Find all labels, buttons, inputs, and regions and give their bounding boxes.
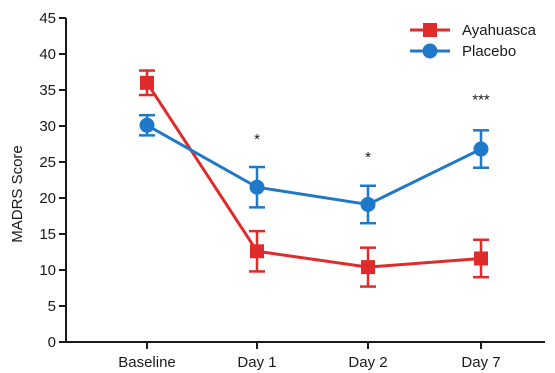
legend: Ayahuasca Placebo bbox=[410, 22, 537, 60]
series-ayahuasca bbox=[139, 69, 489, 288]
data-point bbox=[473, 141, 489, 157]
annotations: ***** bbox=[254, 91, 490, 166]
data-point bbox=[249, 179, 265, 195]
legend-marker bbox=[422, 43, 438, 59]
x-tick-label: Day 2 bbox=[348, 354, 387, 371]
y-tick-label: 45 bbox=[39, 10, 56, 27]
data-point bbox=[360, 196, 376, 212]
significance-label: * bbox=[254, 131, 260, 148]
data-point bbox=[140, 75, 154, 90]
y-tick-label: 0 bbox=[48, 334, 56, 351]
y-tick-label: 40 bbox=[39, 46, 56, 63]
significance-label: * bbox=[365, 149, 371, 166]
x-tick-label: Day 7 bbox=[461, 354, 500, 371]
y-tick-label: 15 bbox=[39, 226, 56, 243]
series-placebo bbox=[139, 113, 489, 225]
data-point bbox=[139, 117, 155, 133]
data-point bbox=[250, 244, 264, 259]
y-tick-label: 30 bbox=[39, 118, 56, 135]
y-axis-title: MADRS Score bbox=[9, 145, 26, 243]
y-tick-label: 20 bbox=[39, 190, 56, 207]
series-layer bbox=[139, 69, 489, 288]
x-tick-label: Day 1 bbox=[237, 354, 276, 371]
data-point bbox=[361, 260, 375, 275]
y-tick-label: 35 bbox=[39, 82, 56, 99]
series-line bbox=[145, 81, 482, 269]
y-tick-label: 5 bbox=[48, 298, 56, 315]
legend-label: Placebo bbox=[462, 43, 516, 60]
legend-item-ayahuasca: Ayahuasca bbox=[410, 22, 537, 39]
legend-marker bbox=[423, 23, 437, 37]
legend-label: Ayahuasca bbox=[462, 22, 537, 39]
y-tick-label: 10 bbox=[39, 262, 56, 279]
significance-label: *** bbox=[472, 91, 490, 108]
legend-item-placebo: Placebo bbox=[410, 43, 516, 60]
y-tick-label: 25 bbox=[39, 154, 56, 171]
series-line bbox=[146, 123, 482, 207]
axes: 0 5 10 15 20 25 30 35 40 45 Baseline Day 1 Day 2 Day … bbox=[39, 10, 545, 371]
x-tick-label: Baseline bbox=[118, 354, 176, 371]
data-point bbox=[474, 251, 488, 266]
